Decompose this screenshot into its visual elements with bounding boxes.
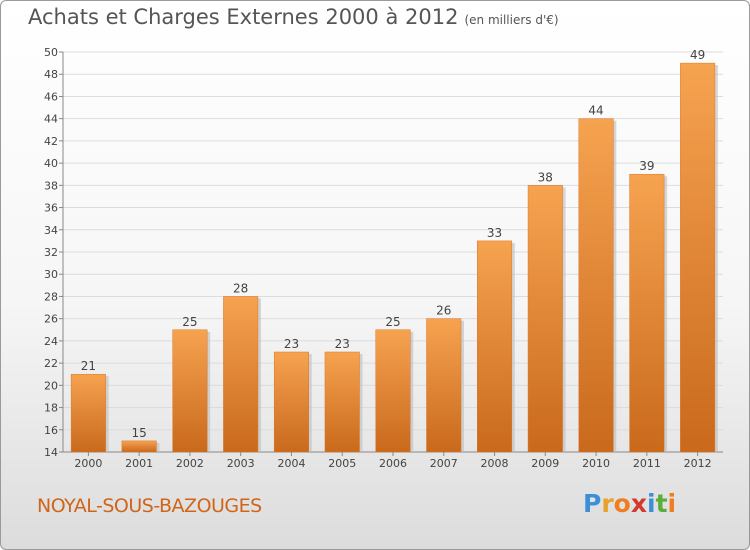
axes: 14 16 18 20 22 24 26 28 30 32 34 36 38 40 42 44 46 48 50 20… — [44, 46, 723, 470]
data-label: 23 — [335, 337, 350, 351]
x-tick-label: 2009 — [531, 457, 559, 470]
logo-letter: t — [655, 489, 668, 518]
x-tick-label: 2005 — [328, 457, 356, 470]
y-tick-label: 34 — [44, 224, 58, 237]
data-label: 21 — [81, 359, 96, 373]
y-tick-label: 44 — [44, 113, 58, 126]
x-tick-label: 2001 — [125, 457, 153, 470]
bar — [578, 118, 614, 453]
y-tick-label: 28 — [44, 290, 58, 303]
x-tick-label: 2000 — [74, 457, 102, 470]
bar — [223, 296, 259, 453]
data-label: 38 — [538, 170, 553, 184]
logo-letter: P — [583, 489, 602, 518]
bar — [70, 373, 106, 453]
bar — [527, 185, 563, 453]
data-label: 25 — [385, 315, 400, 329]
bar — [426, 318, 462, 453]
x-tick-label: 2002 — [176, 457, 204, 470]
y-tick-label: 38 — [44, 179, 58, 192]
logo-letter: i — [667, 489, 677, 518]
y-tick-label: 40 — [44, 157, 58, 170]
bar — [121, 440, 157, 453]
logo-letter: x — [630, 489, 647, 518]
location-name: NOYAL-SOUS-BAZOUGES — [37, 495, 262, 517]
x-tick-label: 2010 — [582, 457, 610, 470]
bar — [629, 173, 665, 453]
bar — [680, 62, 716, 453]
chart-title-text: Achats et Charges Externes 2000 à 2012 — [28, 5, 459, 29]
x-tick-label: 2007 — [430, 457, 458, 470]
x-tick-label: 2008 — [481, 457, 509, 470]
data-label: 49 — [690, 48, 705, 62]
x-tick-label: 2004 — [277, 457, 305, 470]
y-tick-label: 32 — [44, 246, 58, 259]
data-label: 15 — [132, 426, 147, 440]
x-tick-label: 2012 — [684, 457, 712, 470]
chart-subtitle: (en milliers d'€) — [464, 13, 559, 27]
bar — [477, 240, 513, 453]
data-label: 23 — [284, 337, 299, 351]
y-tick-label: 42 — [44, 135, 58, 148]
y-tick-label: 22 — [44, 357, 58, 370]
x-tick-label: 2011 — [633, 457, 661, 470]
y-tick-label: 24 — [44, 335, 58, 348]
bar — [273, 351, 309, 453]
proxiti-logo[interactable]: Proxiti — [583, 489, 676, 518]
y-tick-label: 46 — [44, 90, 58, 103]
chart-title: Achats et Charges Externes 2000 à 2012 (e… — [28, 5, 559, 29]
y-tick-label: 16 — [44, 424, 58, 437]
logo-letter: i — [647, 489, 656, 518]
bar — [375, 329, 411, 453]
data-label: 26 — [436, 304, 451, 318]
logo-letter: r — [601, 489, 614, 518]
y-tick-label: 48 — [44, 68, 58, 81]
bar — [324, 351, 360, 453]
data-label: 28 — [233, 281, 248, 295]
data-label: 39 — [639, 159, 654, 173]
x-tick-label: 2003 — [227, 457, 255, 470]
y-tick-label: 50 — [44, 46, 58, 59]
y-tick-label: 18 — [44, 402, 58, 415]
data-label: 44 — [588, 104, 603, 118]
bars: 21 15 25 28 23 23 25 26 33 38 44 39 49 — [70, 48, 718, 453]
logo-letter: o — [613, 489, 631, 518]
data-label: 33 — [487, 226, 502, 240]
x-tick-label: 2006 — [379, 457, 407, 470]
y-tick-label: 36 — [44, 202, 58, 215]
y-tick-label: 14 — [44, 446, 58, 459]
y-tick-label: 30 — [44, 268, 58, 281]
y-tick-label: 20 — [44, 379, 58, 392]
y-tick-label: 26 — [44, 313, 58, 326]
bar — [172, 329, 208, 453]
data-label: 25 — [182, 315, 197, 329]
